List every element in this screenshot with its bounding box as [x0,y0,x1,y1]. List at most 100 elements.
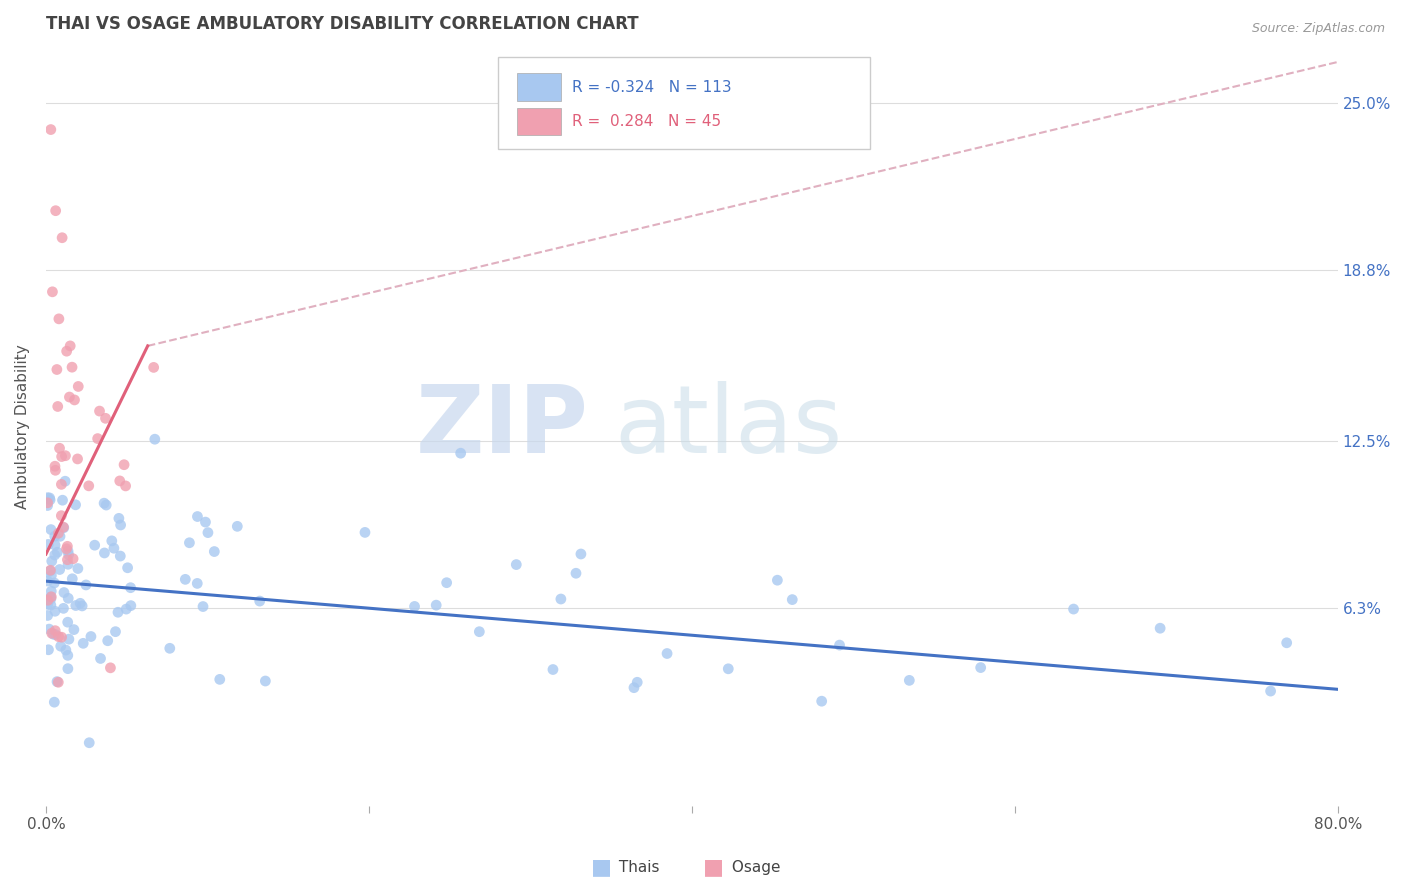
Point [45,362,67,376]
Point [202,544,225,558]
Point [51,450,73,464]
Point [717,662,740,676]
Point [44,529,66,543]
Point [89,404,111,418]
Point [48,562,70,576]
Point [46,400,69,414]
Point [51,231,73,245]
Point [97,633,120,648]
Point [110,518,132,533]
Point [179,535,201,549]
Point [52,601,75,615]
Point [56,662,79,676]
Point [65,599,87,613]
Point [114,479,136,493]
Text: Osage: Osage [727,860,780,874]
Point [56,544,79,558]
Point [44,538,66,552]
Point [101,533,124,548]
Point [72,636,94,650]
Point [66,561,89,575]
Point [45,203,67,218]
Point [55,344,77,359]
Point [51,508,73,523]
Point [51,477,73,491]
Point [39,564,62,578]
Point [1149,621,1171,635]
Point [37,574,59,588]
Point [46,675,69,690]
Point [44,576,66,591]
Point [67,379,90,393]
Point [44,459,66,474]
Point [55,541,77,556]
Point [37,496,59,510]
Text: ■: ■ [703,857,724,877]
Text: R =  0.284   N = 45: R = 0.284 N = 45 [572,113,721,128]
Point [174,573,197,587]
Point [44,604,66,618]
Point [93,546,115,560]
Point [63,392,86,407]
Point [37,499,59,513]
Point [38,622,60,636]
Point [41,554,63,568]
Point [56,558,79,572]
Point [37,593,59,607]
Point [89,651,111,665]
Point [41,285,63,299]
Point [142,360,165,375]
Point [42,627,65,641]
Point [60,360,83,375]
Point [75,578,97,592]
Point [60,572,83,586]
Point [194,515,217,529]
Point [107,605,129,619]
Point [55,449,77,463]
Point [39,563,62,577]
Point [108,511,131,525]
Point [626,675,648,690]
Point [810,694,832,708]
Point [505,558,527,572]
Point [49,639,72,653]
Point [37,598,59,612]
Point [86,432,108,446]
Point [623,681,645,695]
Point [1275,636,1298,650]
Text: atlas: atlas [614,381,842,473]
Point [254,673,277,688]
Point [38,491,60,505]
Point [59,339,82,353]
Point [37,592,59,607]
Point [468,624,491,639]
Text: Source: ZipAtlas.com: Source: ZipAtlas.com [1251,22,1385,36]
Point [44,548,66,562]
Point [780,592,803,607]
Point [58,390,80,404]
Point [53,585,76,599]
Text: R = -0.324   N = 113: R = -0.324 N = 113 [572,79,731,95]
Point [41,626,63,640]
FancyBboxPatch shape [517,73,561,101]
Point [80,630,103,644]
Point [354,525,377,540]
Point [541,663,564,677]
Point [49,529,72,543]
Point [226,519,249,533]
Point [191,599,214,614]
Point [44,695,66,709]
Point [55,643,77,657]
Point [186,576,208,591]
Point [39,590,62,604]
Point [37,537,59,551]
Point [249,594,271,608]
Point [44,627,66,641]
Point [56,648,79,663]
Point [46,545,69,559]
Text: THAI VS OSAGE AMBULATORY DISABILITY CORRELATION CHART: THAI VS OSAGE AMBULATORY DISABILITY CORR… [46,15,638,33]
Point [186,509,208,524]
Point [1063,602,1085,616]
Point [112,458,135,472]
Point [58,632,80,647]
